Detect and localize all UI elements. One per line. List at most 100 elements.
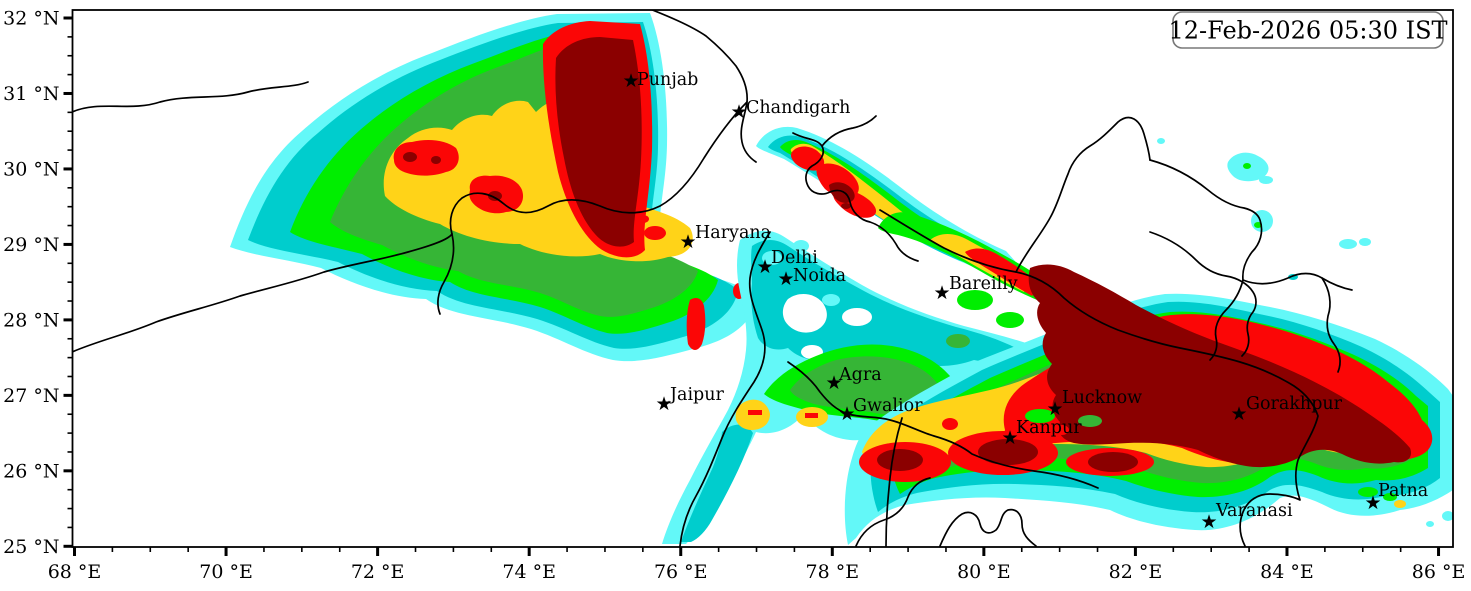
contour-shape <box>1157 138 1165 144</box>
timestamp-frame <box>1172 11 1444 49</box>
city-marker-agra: ★Agra <box>825 365 881 394</box>
star-icon: ★ <box>655 393 672 415</box>
contour-shape <box>1339 239 1357 249</box>
contour-shape <box>885 417 903 547</box>
contour-shape <box>805 413 818 418</box>
star-icon: ★ <box>1230 403 1247 425</box>
contour-shape <box>1055 425 1069 435</box>
city-marker-noida: ★Noida <box>777 266 846 290</box>
city-label: Kanpur <box>1016 418 1082 438</box>
contour-shape <box>1243 163 1251 169</box>
city-marker-patna: ★Patna <box>1364 481 1428 514</box>
x-tick-label: 74 °E <box>502 561 556 583</box>
y-tick-label: 25 °N <box>3 536 59 558</box>
contour-shape <box>1028 264 1412 468</box>
star-icon: ★ <box>777 268 794 290</box>
timestamp-label: 12-Feb-2026 05:30 IST <box>1168 17 1447 45</box>
contour-shape <box>1383 493 1397 501</box>
x-tick-label: 84 °E <box>1260 561 1314 583</box>
x-axis: 68 °E 70 °E 72 °E 74 °E 76 °E 78 °E 80 °E 82 °E… <box>48 547 1466 583</box>
y-tick-label: 28 °N <box>3 309 59 331</box>
contour-shape <box>72 233 455 353</box>
timestamp-box: 12-Feb-2026 05:30 IST <box>1168 11 1448 49</box>
contour-shape <box>1321 277 1341 373</box>
contour-shape <box>996 312 1024 328</box>
contour-shape <box>751 240 1016 366</box>
city-marker-varanasi: ★Varanasi <box>1200 501 1292 533</box>
contour-shape <box>1394 500 1406 508</box>
city-label: Lucknow <box>1062 388 1142 408</box>
contour-shape <box>449 101 748 235</box>
contour-shape <box>822 294 840 306</box>
x-tick-label: 82 °E <box>1109 561 1163 583</box>
y-tick-label: 31 °N <box>3 83 59 105</box>
state-boundaries <box>72 10 1353 547</box>
city-label: Gorakhpur <box>1246 394 1343 414</box>
x-tick-label: 80 °E <box>957 561 1011 583</box>
city-label: Haryana <box>695 223 771 243</box>
city-label: Chandigarh <box>746 98 850 118</box>
x-tick-label: 86 °E <box>1412 561 1466 583</box>
contour-shape <box>877 449 923 471</box>
contour-shape <box>787 361 1099 489</box>
city-marker-kanpur: ★Kanpur <box>1001 418 1082 449</box>
contour-shape <box>431 156 441 164</box>
contour-shape <box>793 240 809 252</box>
contour-shape <box>1149 159 1353 291</box>
contour-shape <box>748 410 762 415</box>
contour-shape <box>679 231 771 547</box>
star-icon: ★ <box>622 70 639 92</box>
contour-shape <box>650 10 757 163</box>
x-tick-label: 68 °E <box>48 561 102 583</box>
contour-shape <box>555 37 642 247</box>
city-markers: ★Punjab★Chandigarh★Haryana★Delhi★Noida★B… <box>622 70 1428 533</box>
star-icon: ★ <box>756 256 773 278</box>
contour-shape <box>841 203 851 209</box>
contour-shape <box>1015 116 1151 273</box>
contour-shape <box>946 334 970 348</box>
city-marker-bareilly: ★Bareilly <box>933 274 1017 304</box>
star-icon: ★ <box>1200 511 1217 533</box>
city-label: Punjab <box>637 70 698 90</box>
contour-shape <box>72 81 309 113</box>
contour-shape <box>942 418 958 430</box>
y-tick-label: 29 °N <box>3 234 59 256</box>
contour-shape <box>488 191 502 201</box>
contour-shape <box>939 508 1037 547</box>
city-label: Gwalior <box>853 396 923 416</box>
city-marker-lucknow: ★Lucknow <box>1046 388 1142 420</box>
city-label: Delhi <box>771 248 818 268</box>
x-tick-label: 70 °E <box>199 561 253 583</box>
contour-shape <box>1359 238 1371 246</box>
contour-shape <box>1358 487 1378 497</box>
contour-shape <box>762 251 782 265</box>
contour-shape <box>1254 222 1262 228</box>
y-tick-label: 30 °N <box>3 158 59 180</box>
city-marker-haryana: ★Haryana <box>679 223 771 253</box>
contour-shape <box>792 132 919 262</box>
y-tick-label: 26 °N <box>3 460 59 482</box>
y-tick-label: 27 °N <box>3 385 59 407</box>
contour-shape <box>978 439 1038 465</box>
contour-shape <box>644 226 666 240</box>
contour-shape <box>403 152 417 162</box>
contour-shape <box>821 115 877 147</box>
contour-shape <box>393 140 459 176</box>
star-icon: ★ <box>825 372 842 394</box>
city-label: Bareilly <box>949 274 1018 294</box>
x-tick-label: 72 °E <box>351 561 405 583</box>
contour-shape <box>1426 521 1434 527</box>
star-icon: ★ <box>933 282 950 304</box>
contour-shape <box>842 308 872 326</box>
city-marker-delhi: ★Delhi <box>756 248 818 278</box>
city-marker-gwalior: ★Gwalior <box>838 396 923 425</box>
contour-shape <box>1078 415 1102 427</box>
city-marker-jaipur: ★Jaipur <box>655 385 724 415</box>
contour-shape <box>1088 452 1138 472</box>
star-icon: ★ <box>679 231 696 253</box>
star-icon: ★ <box>838 403 855 425</box>
contour-shape <box>855 477 931 547</box>
fog-contours <box>230 13 1453 545</box>
city-label: Agra <box>838 365 882 385</box>
